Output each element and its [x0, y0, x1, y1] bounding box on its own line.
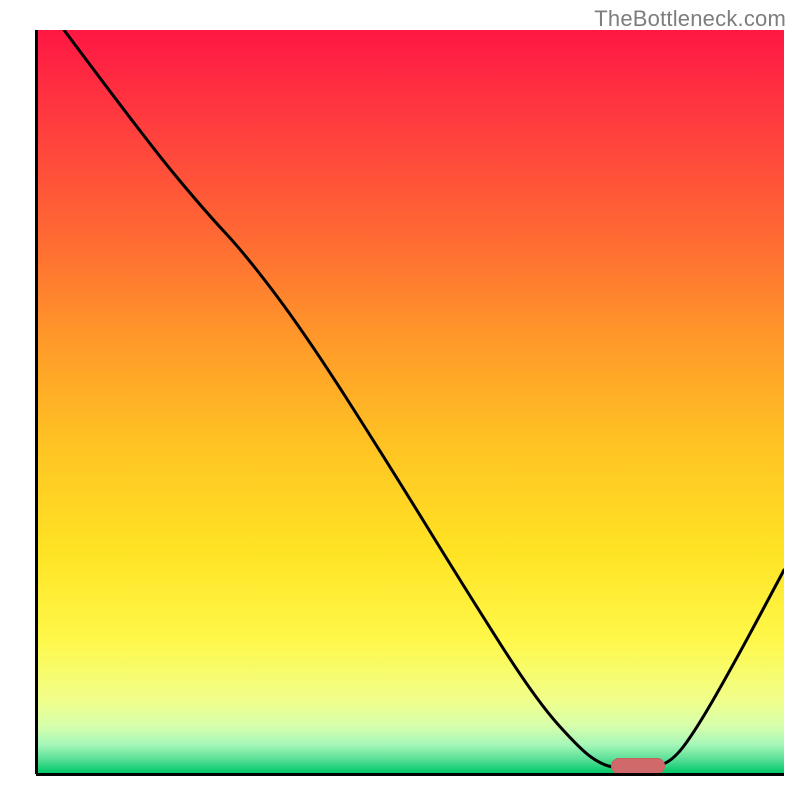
watermark-text: TheBottleneck.com [594, 6, 786, 32]
plot-area [36, 30, 784, 774]
y-axis [35, 30, 38, 774]
bottleneck-curve [36, 30, 784, 774]
chart-canvas: TheBottleneck.com [0, 0, 800, 800]
x-axis [36, 773, 784, 776]
curve-path [64, 30, 784, 768]
